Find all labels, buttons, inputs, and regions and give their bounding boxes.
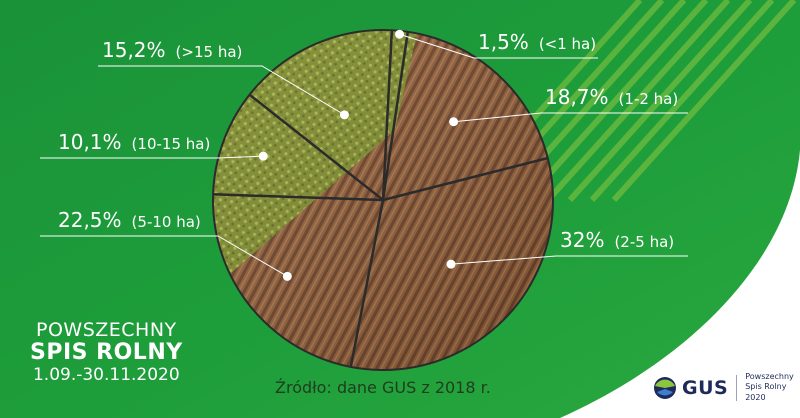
gus-wordmark: GUS (682, 376, 729, 399)
slice-divider (381, 31, 410, 201)
gus-emblem-icon (654, 376, 676, 399)
logo-divider (736, 374, 738, 401)
pie-label: 1,5% (<1 ha) (478, 30, 596, 54)
pie-label: 32% (2-5 ha) (560, 228, 674, 252)
pie-label-range: (2-5 ha) (614, 233, 675, 251)
decorative-stripe (611, 0, 797, 203)
leader-dot (449, 117, 459, 127)
pie-dividers (213, 30, 549, 368)
pie-label-range: (1-2 ha) (618, 90, 679, 108)
slice-divider (349, 199, 385, 368)
pie-label: 15,2% (>15 ha) (102, 38, 242, 62)
leader-dot (258, 151, 268, 161)
leader-line (98, 65, 345, 116)
gus-logo: GUS Powszechny Spis Rolny 2020 (652, 372, 800, 403)
leader-dot (395, 29, 405, 39)
logo-tagline: Powszechny Spis Rolny 2020 (745, 372, 800, 403)
pie-outline (212, 29, 554, 371)
source-note: Źródło: dane GUS z 2018 r. (275, 378, 491, 397)
pie-label: 18,7% (1-2 ha) (545, 85, 678, 109)
slice-divider (213, 193, 384, 202)
logo-tagline-2: Spis Rolny 2020 (745, 382, 787, 402)
slice-divider (248, 93, 384, 201)
pie-label-percent: 15,2% (102, 38, 166, 62)
census-line-2: SPIS ROLNY (30, 340, 183, 366)
pie-label-range: (5-10 ha) (131, 213, 201, 231)
pie-label-percent: 18,7% (545, 85, 609, 109)
leader-dot (446, 259, 456, 269)
census-title: POWSZECHNY SPIS ROLNY 1.09.-30.11.2020 (30, 319, 183, 385)
slice-divider (382, 156, 549, 202)
leader-line (40, 155, 264, 159)
decorative-stripe (589, 0, 775, 203)
leader-line (399, 33, 598, 59)
census-dates: 1.09.-30.11.2020 (32, 364, 180, 385)
pie-label-percent: 10,1% (58, 130, 122, 154)
leader-dot (282, 271, 292, 281)
pie-label-percent: 32% (560, 228, 605, 252)
pie-label-percent: 1,5% (478, 30, 529, 54)
logo-tagline-1: Powszechny (745, 372, 794, 381)
leader-lines (40, 29, 688, 281)
corner-white-area (560, 150, 800, 418)
pie-label-range: (<1 ha) (538, 35, 597, 53)
pie-label-range: (>15 ha) (175, 43, 243, 61)
decorative-stripe (567, 0, 753, 203)
decorative-stripe (545, 0, 731, 203)
pie-label-range: (10-15 ha) (131, 135, 211, 153)
slice-divider (381, 30, 394, 201)
pie-label: 22,5% (5-10 ha) (58, 208, 201, 232)
pie-label: 10,1% (10-15 ha) (58, 130, 210, 154)
leader-line (450, 255, 688, 265)
decorative-stripe (523, 0, 709, 203)
leader-line (40, 235, 288, 277)
leader-dot (339, 110, 349, 120)
leader-line (453, 112, 688, 123)
census-line-1: POWSZECHNY (36, 319, 177, 341)
pie-label-percent: 22,5% (58, 208, 122, 232)
